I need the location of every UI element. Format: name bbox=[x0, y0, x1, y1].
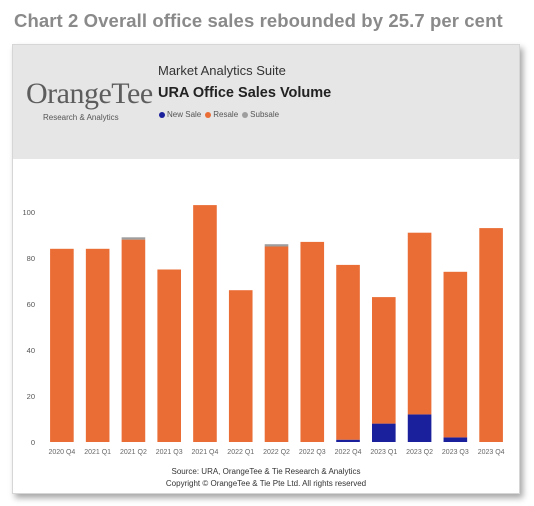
bar-new-sale-2023-q3 bbox=[443, 437, 468, 442]
legend-dot bbox=[205, 111, 212, 118]
x-tick-label: 2023 Q3 bbox=[442, 449, 469, 456]
bar-resale-2023-q4 bbox=[479, 228, 503, 442]
legend-dot bbox=[242, 111, 249, 118]
orangetee-logo: OrangeTee bbox=[26, 77, 153, 110]
legend-item-new-sale: New Sale bbox=[159, 110, 201, 119]
y-tick-label: 80 bbox=[27, 254, 35, 263]
bar-new-sale-2023-q1 bbox=[372, 423, 396, 442]
x-tick-label: 2023 Q2 bbox=[406, 449, 433, 456]
x-tick-label: 2023 Q1 bbox=[370, 449, 397, 456]
bar-resale-2021-q2 bbox=[121, 239, 146, 442]
x-tick-label: 2020 Q4 bbox=[48, 449, 75, 456]
x-tick-label: 2022 Q4 bbox=[335, 449, 362, 456]
bar-new-sale-2023-q2 bbox=[407, 414, 432, 442]
page-title: Chart 2 Overall office sales rebounded b… bbox=[14, 10, 503, 31]
bar-resale-2023-q1 bbox=[372, 297, 396, 424]
y-tick-label: 0 bbox=[31, 438, 35, 447]
bar-subsale-2021-q2 bbox=[121, 237, 146, 240]
bar-resale-2022-q2 bbox=[264, 246, 289, 442]
y-tick-label: 40 bbox=[27, 346, 35, 355]
bar-resale-2022-q3 bbox=[300, 241, 325, 442]
x-tick-label: 2021 Q1 bbox=[84, 449, 111, 456]
x-tick-label: 2022 Q3 bbox=[299, 449, 326, 456]
bar-subsale-2022-q2 bbox=[264, 244, 289, 247]
x-tick-label: 2023 Q4 bbox=[478, 449, 505, 456]
bar-resale-2020-q4 bbox=[50, 248, 74, 442]
bar-new-sale-2022-q4 bbox=[336, 439, 360, 442]
report-card: OrangeTee Research & Analytics Market An… bbox=[12, 44, 520, 494]
x-tick-label: 2022 Q1 bbox=[227, 449, 254, 456]
bar-resale-2021-q4 bbox=[193, 205, 217, 442]
y-tick-label: 100 bbox=[22, 208, 35, 217]
y-tick-label: 60 bbox=[27, 300, 35, 309]
legend-label: New Sale bbox=[167, 110, 202, 119]
chart-legend: New Sale Resale Subsale bbox=[159, 110, 283, 119]
bar-chart: 0 20 40 60 80 100 2020 Q4 2021 Q1 2021 Q2 2021 Q3… bbox=[22, 205, 505, 456]
x-tick-label: 2021 Q4 bbox=[192, 449, 219, 456]
suite-label: Market Analytics Suite bbox=[158, 63, 286, 78]
bar-resale-2022-q1 bbox=[228, 290, 253, 442]
bar-resale-2023-q3 bbox=[443, 271, 468, 438]
legend-item-subsale: Subsale bbox=[242, 110, 279, 119]
x-tick-label: 2022 Q2 bbox=[263, 449, 290, 456]
bar-resale-2021-q3 bbox=[157, 269, 181, 442]
report-header: OrangeTee Research & Analytics Market An… bbox=[13, 45, 519, 159]
bar-resale-2023-q2 bbox=[407, 232, 432, 415]
bar-resale-2021-q1 bbox=[85, 248, 110, 442]
source-note: Source: URA, OrangeTee & Tie Research & … bbox=[171, 467, 361, 476]
copyright-note: Copyright © OrangeTee & Tie Pte Ltd. All… bbox=[165, 479, 367, 488]
y-tick-label: 20 bbox=[27, 392, 35, 401]
logo-subtitle: Research & Analytics bbox=[43, 113, 119, 122]
legend-item-resale: Resale bbox=[205, 110, 238, 119]
chart-title: URA Office Sales Volume bbox=[158, 85, 332, 101]
x-tick-label: 2021 Q2 bbox=[120, 449, 147, 456]
legend-label: Resale bbox=[213, 110, 239, 119]
bar-resale-2022-q4 bbox=[336, 264, 360, 440]
legend-dot bbox=[159, 111, 165, 118]
x-tick-label: 2021 Q3 bbox=[156, 449, 183, 456]
legend-label: Subsale bbox=[250, 110, 280, 119]
